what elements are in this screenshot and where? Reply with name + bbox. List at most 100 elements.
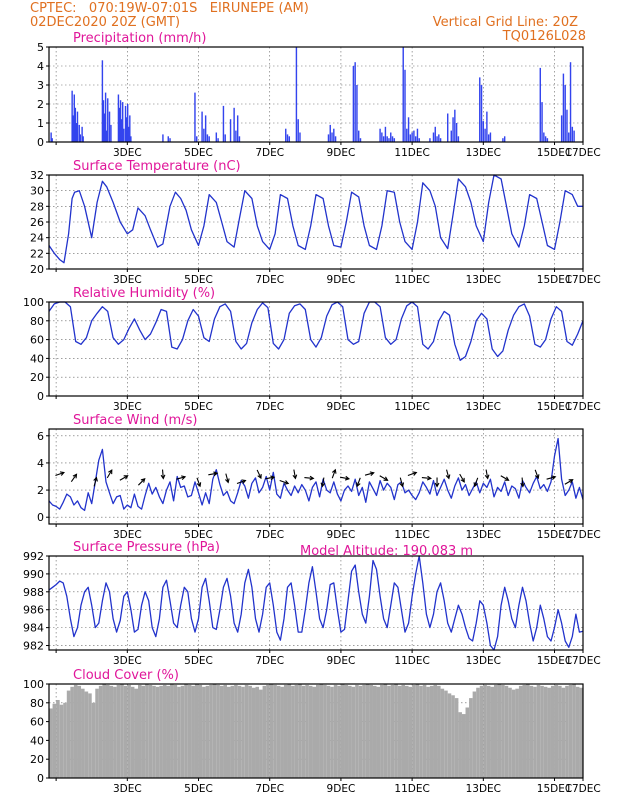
cloud-bar [412,684,416,778]
precip-bar [409,134,412,142]
cloud-bar [276,685,281,778]
precip-bar [439,138,442,142]
cloud-bar [298,684,302,778]
precip-bar [391,136,394,142]
cloud-bar [380,684,384,778]
cloud-bar [212,684,217,778]
precip-bar [358,130,360,142]
pressure-frame [48,555,584,651]
precip-bar [105,130,108,142]
precip-bar [130,136,132,142]
wind-arrow [520,477,525,488]
cloud-bar [422,684,427,778]
wind-arrow [137,478,146,486]
panel-pressure: Surface Pressure (hPa) 982 984 986 988 990 992… [23,540,601,667]
wind-arrow [93,476,98,487]
y-tick-label: 100 [23,296,44,309]
cloud-bar [88,693,92,778]
cloud-bar [113,686,117,778]
precip-bar [121,102,124,142]
precip-bar [102,100,105,142]
cloud-bar [102,684,106,778]
cloud-bar [205,685,210,778]
y-tick-label: 988 [23,586,44,599]
x-tick-label: 11DEC [394,529,429,541]
y-tick-label: 60 [30,334,44,347]
cloud-bar [116,684,121,778]
y-tick-label: 40 [30,352,44,365]
cloud-bar [575,686,580,778]
cloud-bar [123,685,128,778]
precip-bar [107,98,109,142]
precip-bar [413,130,415,142]
cloud-bar [130,686,135,778]
cloud-bar [56,699,60,778]
cloud-bar [73,684,78,778]
cloud-bar [95,688,99,778]
x-tick-label: 13DEC [466,783,501,795]
cloud-bar [579,687,583,778]
precip-bar [382,136,385,142]
precip-bar [450,130,452,142]
precip-bar [204,115,207,142]
wind-arrow [236,479,247,485]
y-tick-label: 982 [23,640,44,653]
x-tick-label: 3DEC [113,274,142,286]
cloud-bar [497,684,502,778]
x-tick-label: 3DEC [113,783,142,795]
cloud-bar [177,686,181,778]
cloud-bar [365,684,370,778]
y-tick-label: 5 [37,41,44,54]
cloud-bar [77,685,82,778]
precip-bar [235,130,237,142]
precip-bar [73,94,75,142]
cloud-bar [429,685,434,778]
cloud-bar [227,686,231,778]
wind-arrow [160,469,166,480]
precip-bar [560,115,563,142]
wind-arrow [265,475,276,481]
wind-arrow [364,471,375,476]
cloud-bar [70,686,74,778]
y-tick-label: 28 [30,200,44,213]
x-tick-label: 7DEC [255,655,284,667]
y-tick-label: 6 [37,430,44,443]
x-tick-label: 9DEC [327,655,356,667]
precip-bar [480,85,483,142]
precip-bar [327,134,330,142]
x-tick-label: 13DEC [466,529,501,541]
cloud-bar [419,685,423,778]
cloud-bar [251,687,256,778]
cloud-bar [440,688,445,778]
cloud-bar [237,685,242,778]
pressure-title: Surface Pressure (hPa) [73,540,220,555]
x-tick-label: 5DEC [184,655,213,667]
wind-arrow [292,469,298,480]
cloud-bar [351,686,356,778]
precip-bar [297,119,299,142]
precip-bar [215,132,218,142]
y-tick-label: 20 [30,753,44,766]
x-tick-label: 7DEC [255,529,284,541]
cloud-bar [565,685,569,778]
cloud-bar [63,702,67,778]
precip-bar [236,115,239,142]
cloud-bar [447,693,452,778]
header-grid-note: Vertical Grid Line: 20Z [433,15,578,30]
cloud-bar [405,685,409,778]
precip-bar [544,136,547,142]
x-tick-label: 17DEC [565,147,600,159]
precip-bar [196,136,198,142]
cloud-bar [358,685,363,778]
cloud-bar [52,703,57,778]
wind-line [48,437,584,512]
cloud-bar [91,702,96,778]
precip-bar [359,138,362,142]
cloud-bar [465,707,470,778]
precip-bar [217,138,219,142]
precip-bar [229,119,232,142]
precip-bar [71,90,73,142]
x-tick-label: 7DEC [255,147,284,159]
x-tick-label: 9DEC [327,529,356,541]
